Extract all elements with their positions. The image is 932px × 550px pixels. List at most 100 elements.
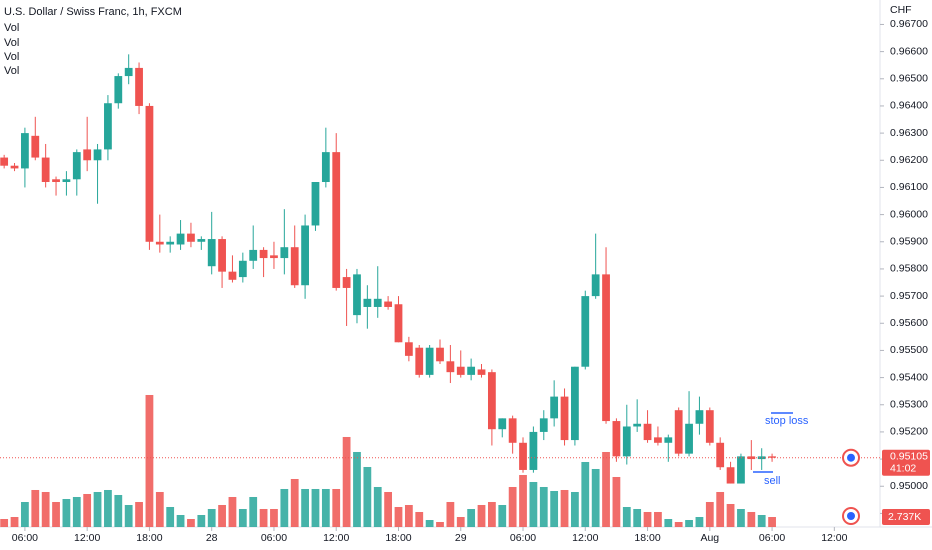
candle-body [104,103,112,150]
x-tick-label: 29 [455,532,467,544]
volume-bar [31,489,40,527]
volume-bar [83,493,92,527]
volume-bar [622,506,631,527]
currency: CHF [890,4,912,16]
candle-body [705,410,714,443]
candle-body [259,249,268,259]
volume-bar [197,514,206,527]
volume-bar [321,488,330,527]
legend-line: Vol [4,65,19,77]
volume-bar [373,486,382,527]
candle-body [218,239,226,272]
volume-bar [643,511,652,527]
volume-bar [477,504,486,527]
volume-bar [62,498,71,527]
candle-body [674,410,683,454]
volume-bar [145,394,154,527]
volume-bar [238,508,247,527]
volume-bar [72,496,81,527]
volume-bar [332,488,341,527]
candle-body [498,418,507,430]
volume-bar [342,436,351,527]
candle-body [456,366,465,375]
candle-body [52,179,60,183]
candle-body [622,426,631,457]
volume-bar [104,489,112,527]
y-tick-label: 0.95900 [890,236,928,248]
volume-label-box [882,509,930,525]
volume-bar [353,451,361,527]
volume-bar [93,491,102,527]
candle-body [716,442,725,468]
y-tick-label: 0.96100 [890,181,928,193]
y-tick-label: 0.95600 [890,317,928,329]
volume-bar [155,491,164,527]
y-tick-label: 0.96400 [890,100,928,112]
candle-body [301,225,309,286]
candle-body [384,301,393,307]
candle-body [436,347,444,362]
candle-body [83,149,92,161]
x-tick-label: 12:00 [572,532,598,544]
candle-body [695,410,704,424]
candle-body [373,298,382,307]
candle-body [31,135,40,158]
flag-icon [847,453,855,462]
candle-body [353,274,361,316]
candle-body [737,456,745,484]
volume-bar [436,521,444,527]
volume-bar [737,508,745,527]
candle-body [581,296,590,367]
x-tick-label: 12:00 [821,532,847,544]
candle-body [768,456,776,458]
volume-bar [726,503,735,527]
candle-body [187,233,195,242]
legend-line: Vol [4,22,19,34]
price-label: 0.95105 [890,451,928,463]
candle-body [425,347,434,375]
axes: 0.96700 0.96600 0.96500 0.96400 0.96300 0.962… [0,18,928,544]
x-tick-label: 06:00 [510,532,536,544]
volume-bar [685,519,693,527]
candle-body [643,423,652,441]
y-tick-label: 0.96500 [890,73,928,85]
legend-line: Vol [4,37,19,49]
candle-body [41,157,50,183]
y-tick-label: 0.95000 [890,480,928,492]
x-tick-label: 06:00 [12,532,38,544]
annotation: sell [764,475,781,487]
candle-body [529,431,538,470]
volume-bar [187,518,195,527]
candle-body [446,361,455,373]
candles [0,54,776,484]
candle-body [124,67,133,77]
volume-bar [695,516,704,527]
volume-bar [519,474,527,527]
volume-bar [176,514,185,527]
volume-bar [747,511,756,527]
countdown: 41:02 [890,463,916,475]
volume-bar [290,478,299,527]
candle-body [342,277,351,288]
volume-bar [135,501,143,527]
x-tick-label: 18:00 [385,532,411,544]
volume-bar [664,518,673,527]
volume-bar [508,486,517,527]
candle-body [228,271,237,280]
volume-bar [446,501,455,527]
volume-bar [10,516,19,527]
candle-body [560,396,569,441]
candle-body [72,152,81,180]
candle-body [612,421,621,457]
x-tick-label: 06:00 [261,532,287,544]
y-tick-label: 0.96200 [890,154,928,166]
candle-body [571,366,579,441]
candle-body [685,423,693,454]
candle-body [10,165,19,169]
volume-bar [571,491,579,527]
candle-body [487,372,496,430]
volume-bar [52,501,60,527]
candle-body [363,298,372,307]
candle-body [207,239,216,267]
volume-bar [259,508,268,527]
